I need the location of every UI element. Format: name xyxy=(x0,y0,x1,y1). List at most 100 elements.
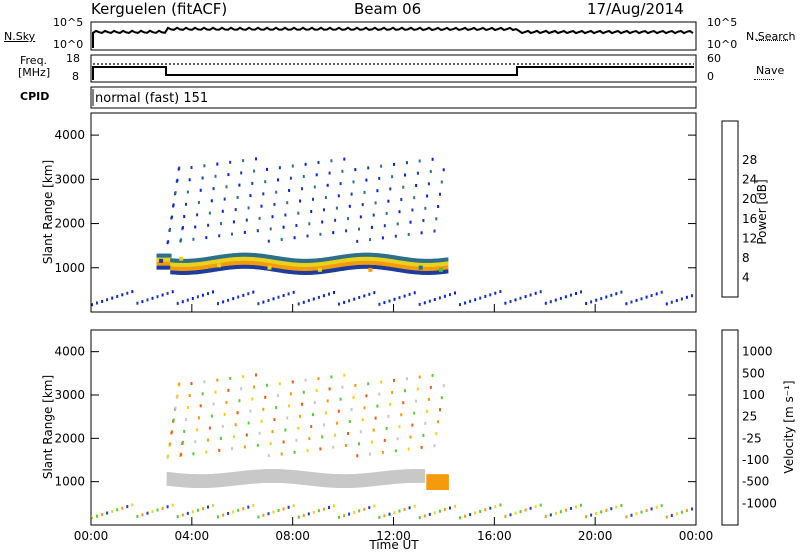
power-cell xyxy=(350,265,354,270)
velocity-cell xyxy=(420,445,423,449)
power-cell xyxy=(387,199,390,203)
power-cell xyxy=(301,187,303,191)
power-cell xyxy=(258,216,261,220)
power-cell xyxy=(630,300,633,304)
velocity-cell xyxy=(415,399,418,403)
nave-top-tick: 60 xyxy=(707,52,721,65)
power-cell xyxy=(398,268,402,273)
power-cell xyxy=(386,258,390,263)
velocity-cell xyxy=(227,388,230,392)
velocity-cell xyxy=(307,512,310,516)
power-cell xyxy=(325,265,329,270)
velocity-cell xyxy=(428,512,431,516)
velocity-cell xyxy=(380,380,383,384)
velocity-cell xyxy=(348,420,351,423)
power-cell xyxy=(410,258,414,262)
power-cell xyxy=(192,270,196,275)
power-cell xyxy=(341,169,344,173)
power-cell xyxy=(262,192,265,196)
power-cell xyxy=(422,262,426,267)
power-cell xyxy=(111,296,114,300)
velocity-cell xyxy=(326,399,329,403)
power-cell xyxy=(180,258,184,263)
velocity-cell xyxy=(262,513,265,517)
velocity-cell xyxy=(645,509,648,512)
power-cell xyxy=(232,297,235,301)
power-cell xyxy=(312,197,314,201)
velocity-cell xyxy=(393,511,396,515)
velocity-cell xyxy=(146,511,149,515)
power-cell xyxy=(271,215,274,219)
velocity-cell xyxy=(494,505,497,509)
velocity-data xyxy=(91,373,693,520)
power-cell xyxy=(354,168,357,172)
power-cell xyxy=(180,270,184,275)
velocity-cell xyxy=(267,454,270,458)
power-cell xyxy=(249,194,252,198)
velocity-cell xyxy=(670,514,673,517)
power-cell xyxy=(299,199,302,203)
x-tick-label: 04:00 xyxy=(175,529,210,543)
power-cell xyxy=(350,192,353,196)
power-cell xyxy=(156,265,160,270)
power-cell xyxy=(217,259,220,264)
velocity-cell xyxy=(499,503,502,507)
power-cell xyxy=(570,293,572,297)
power-cell xyxy=(620,290,623,294)
velocity-cell xyxy=(295,438,298,442)
power-cell xyxy=(362,252,366,257)
power-cell xyxy=(374,201,377,205)
velocity-cell xyxy=(387,414,390,418)
velocity-cell xyxy=(247,505,250,509)
velocity-cell xyxy=(367,382,370,386)
power-cell xyxy=(422,258,426,263)
power-cell xyxy=(386,262,390,267)
velocity-cell xyxy=(337,409,340,413)
velocity-cell xyxy=(315,389,318,393)
velocity-cell xyxy=(212,503,214,507)
velocity-cell xyxy=(254,474,258,480)
power-cell xyxy=(180,262,184,267)
velocity-cell xyxy=(96,514,98,518)
velocity-cell xyxy=(330,375,333,379)
power-cell xyxy=(229,160,232,164)
power-cell xyxy=(237,295,240,299)
power-cell xyxy=(435,217,438,221)
velocity-cell xyxy=(280,452,283,456)
velocity-cell xyxy=(435,486,439,490)
power-cell xyxy=(192,237,195,241)
power-cell xyxy=(549,300,552,304)
velocity-cell xyxy=(304,378,307,382)
power-panel: 1000 2000 3000 4000 xyxy=(54,112,697,313)
power-cell xyxy=(339,182,342,186)
power-cell xyxy=(393,162,395,166)
power-cell xyxy=(338,267,341,272)
velocity-cell xyxy=(180,482,184,488)
velocity-cell xyxy=(156,508,159,512)
power-cell xyxy=(442,168,445,172)
power-point xyxy=(418,265,423,270)
power-cell xyxy=(383,224,386,228)
velocity-cell xyxy=(388,512,391,516)
velocity-cell xyxy=(408,506,411,510)
power-cell xyxy=(302,175,305,178)
power-cell xyxy=(445,261,449,266)
power-cell xyxy=(273,202,276,206)
power-cell xyxy=(415,184,418,187)
velocity-cell xyxy=(398,478,401,484)
velocity-cell xyxy=(332,445,335,449)
power-point xyxy=(368,267,373,272)
velocity-cell xyxy=(230,480,234,486)
power-cell xyxy=(161,293,164,297)
power-cell xyxy=(253,169,256,173)
velocity-cell xyxy=(181,513,184,517)
power-cell xyxy=(454,291,456,295)
velocity-cell xyxy=(326,482,330,488)
velocity-cell xyxy=(400,413,403,417)
power-cell xyxy=(691,294,693,298)
power-cell xyxy=(544,301,547,305)
velocity-cell xyxy=(407,447,410,451)
power-cell xyxy=(91,303,93,307)
power-cell xyxy=(445,257,449,262)
power-cell xyxy=(212,187,215,191)
